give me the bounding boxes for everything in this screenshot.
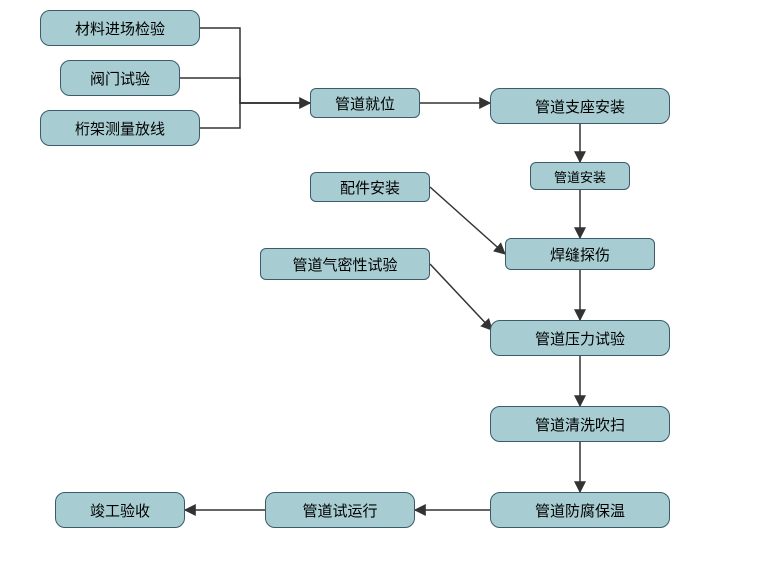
node-airtight: 管道气密性试验 <box>260 248 430 280</box>
node-trial: 管道试运行 <box>265 492 415 528</box>
node-support: 管道支座安装 <box>490 88 670 124</box>
node-accept: 竣工验收 <box>55 492 185 528</box>
edge-fitting-weld <box>430 187 505 254</box>
edge-survey-position <box>200 103 310 128</box>
node-material: 材料进场检验 <box>40 10 200 46</box>
node-valve: 阀门试验 <box>60 60 180 96</box>
node-survey: 桁架测量放线 <box>40 110 200 146</box>
node-pressure: 管道压力试验 <box>490 320 670 356</box>
node-anticorr: 管道防腐保温 <box>490 492 670 528</box>
edge-airtight-pressure <box>430 264 492 330</box>
node-weld: 焊缝探伤 <box>505 238 655 270</box>
edge-material-position <box>200 28 310 103</box>
node-position: 管道就位 <box>310 88 420 118</box>
node-clean: 管道清洗吹扫 <box>490 406 670 442</box>
flowchart-canvas: 材料进场检验阀门试验桁架测量放线 管道就位 管道支座安装管道安装 配件安装管道气密性试… <box>0 0 760 570</box>
node-fitting: 配件安装 <box>310 172 430 202</box>
node-install: 管道安装 <box>530 162 630 190</box>
edge-valve-position <box>180 78 310 103</box>
